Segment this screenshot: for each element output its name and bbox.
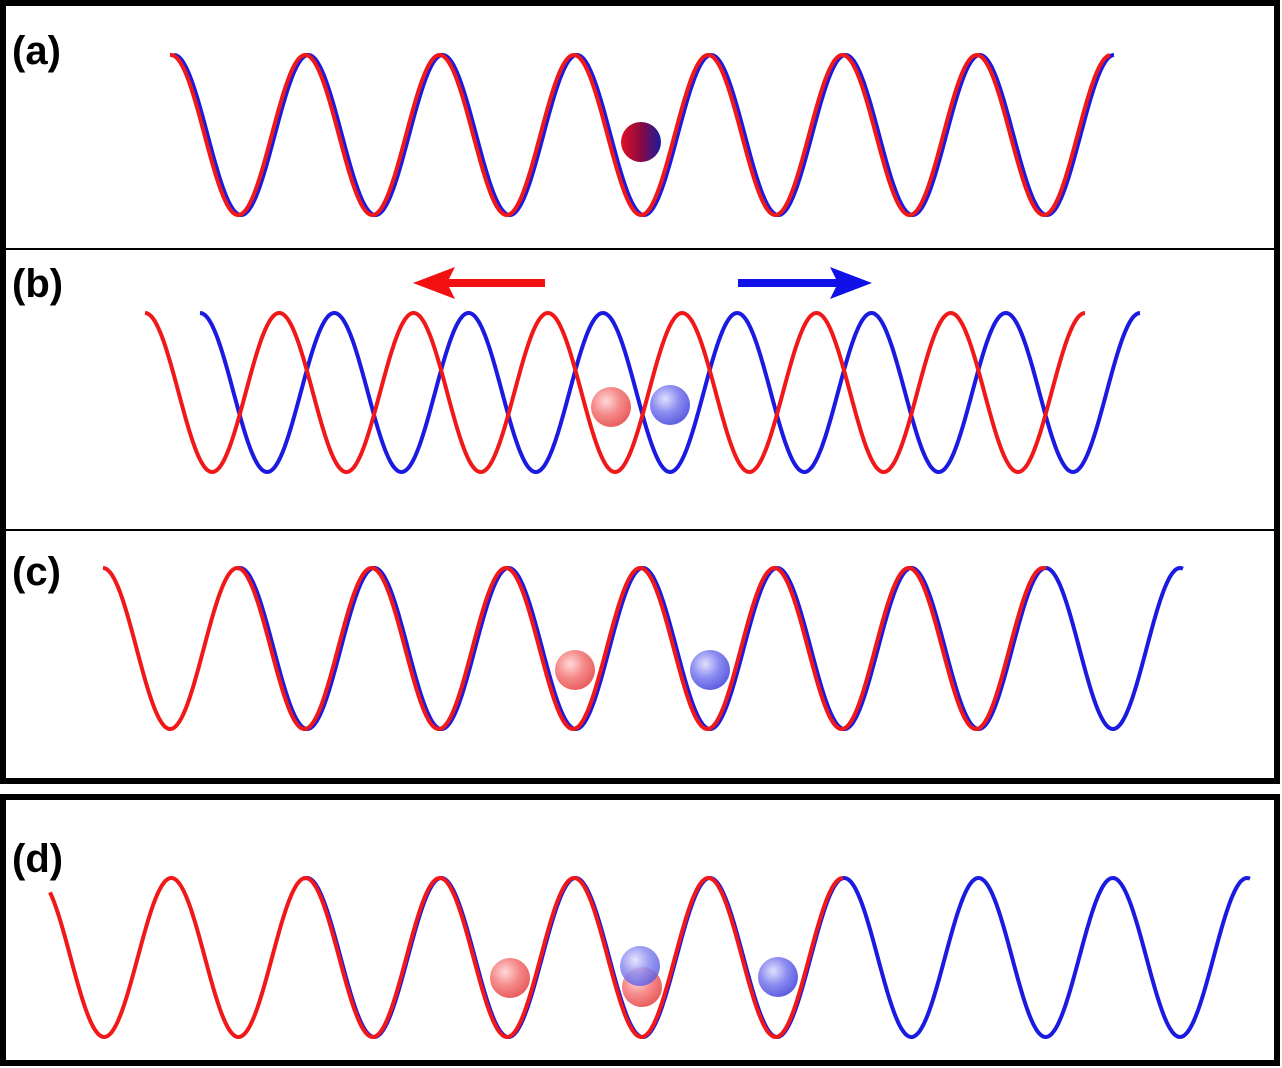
atom-blue (620, 946, 660, 986)
lattice-potential (144, 310, 1086, 475)
lattice-potential (199, 310, 1141, 475)
panel-label: (a) (12, 29, 61, 73)
arrow-right (738, 267, 872, 299)
panel-label: (c) (12, 550, 61, 594)
panel-label: (d) (12, 837, 63, 881)
frame-bottom (0, 794, 1280, 1066)
lattice-potential (48, 875, 844, 1040)
atom-red (591, 387, 631, 427)
atom-blue (650, 385, 690, 425)
atom-blue (758, 957, 798, 997)
atom (621, 122, 661, 162)
lattice-potential (236, 565, 1184, 732)
lattice-potential (169, 52, 1111, 218)
atom-blue (690, 650, 730, 690)
frame-top (0, 0, 1280, 784)
lattice-potential (102, 565, 1047, 732)
atom-red (490, 958, 530, 998)
waves (48, 52, 1251, 1040)
panel-label: (b) (12, 262, 63, 306)
arrow-left (413, 267, 545, 299)
atom-red (555, 650, 595, 690)
